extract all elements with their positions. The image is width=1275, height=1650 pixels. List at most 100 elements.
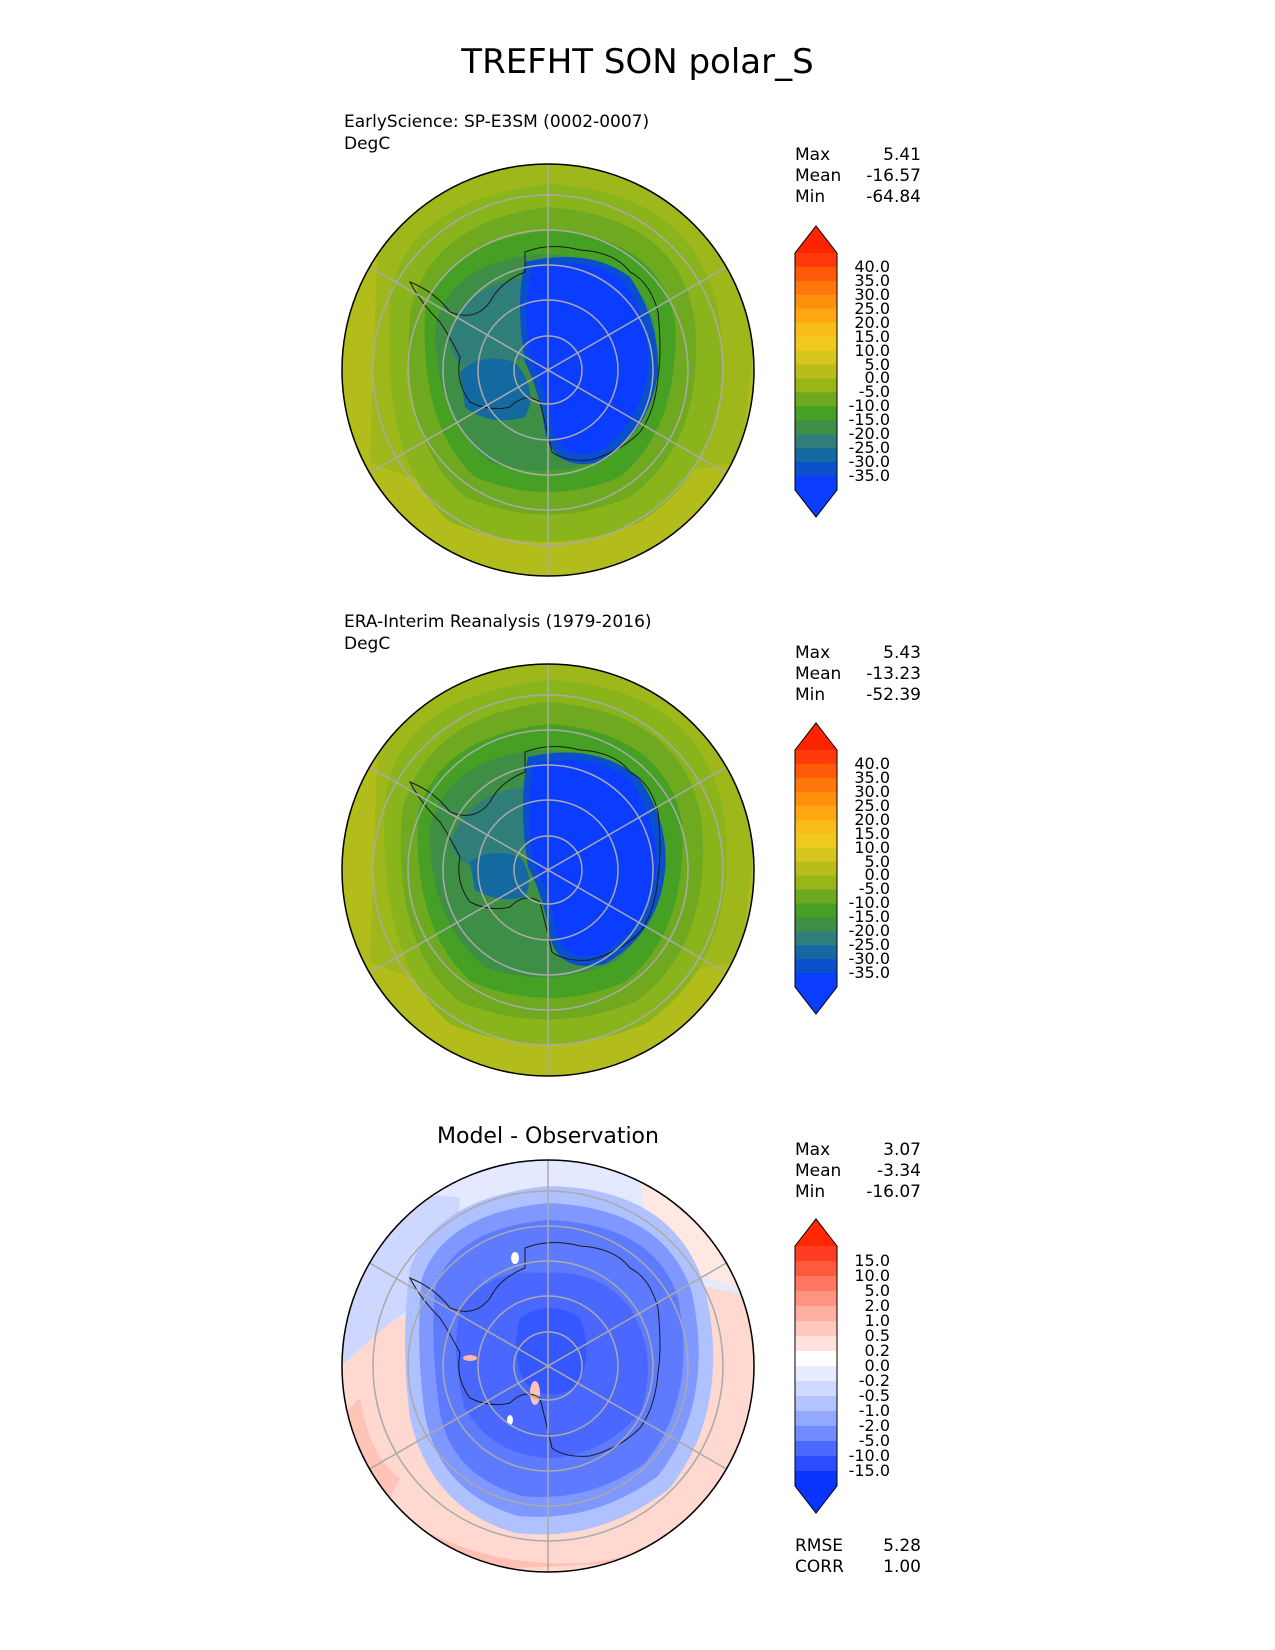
colorbar-segment <box>795 253 837 268</box>
colorbar-tick-label: 10.0 <box>854 837 890 857</box>
colorbar-segment <box>795 1321 837 1337</box>
colorbar-segment <box>795 392 837 407</box>
colorbar-segment <box>795 1246 837 1262</box>
colorbar-extend-top <box>795 723 837 750</box>
polar-map-difference <box>341 1159 755 1573</box>
stat-value: -16.07 <box>866 1182 921 1202</box>
colorbar-segment <box>795 462 837 477</box>
colorbar-tick-label: -0.2 <box>858 1371 890 1390</box>
stat-label: Mean <box>795 166 842 186</box>
stat-label: RMSE <box>795 1536 844 1556</box>
colorbar-tick-label: 30.0 <box>854 781 890 801</box>
stat-label: Max <box>795 643 831 663</box>
colorbar-segment <box>795 1336 837 1352</box>
colorbar-tick-label: 2.0 <box>864 1296 890 1315</box>
colorbar-tick-label: -1.0 <box>858 1401 890 1420</box>
colorbar-segment <box>795 280 837 296</box>
colorbar-tick-label: -35.0 <box>848 466 890 486</box>
colorbar-segment <box>795 791 837 807</box>
panel-units: DegC <box>344 134 391 154</box>
colorbar-segment <box>795 336 837 352</box>
colorbar-segment <box>795 448 837 463</box>
panel-title: EarlyScience: SP-E3SM (0002-0007) <box>344 112 650 132</box>
stat-label: CORR <box>795 1557 844 1577</box>
panel-title: Model - Observation <box>437 1124 659 1149</box>
colorbar-segment <box>795 434 837 449</box>
colorbar-segment <box>795 266 837 282</box>
colorbar-segment <box>795 294 837 310</box>
colorbar-segment <box>795 406 837 421</box>
colorbar-tick-label: -20.0 <box>848 424 890 444</box>
stat-value: 5.43 <box>883 643 921 663</box>
colorbar-tick-label: 10.0 <box>854 340 890 360</box>
stat-label: Min <box>795 187 826 207</box>
colorbar-tick-label: 0.0 <box>864 865 890 885</box>
colorbar-segment <box>795 847 837 863</box>
colorbar-tick-label: 35.0 <box>854 270 890 290</box>
colorbar-tick-label: 15.0 <box>854 1251 890 1270</box>
colorbar-tick-label: 35.0 <box>854 767 890 787</box>
colorbar-segment <box>795 945 837 960</box>
colorbar-segment <box>795 917 837 932</box>
colorbar-tick-label: -0.5 <box>858 1386 890 1405</box>
colorbar-segment <box>795 777 837 793</box>
colorbar-tick-label: -10.0 <box>848 1446 890 1465</box>
colorbar-extend-bottom <box>795 1486 837 1513</box>
colorbar-segment <box>795 1471 837 1487</box>
colorbar-extend-top <box>795 1219 837 1246</box>
colorbar-extend-bottom <box>795 987 837 1014</box>
colorbar <box>794 1218 838 1514</box>
stat-label: Max <box>795 1140 831 1160</box>
colorbar-segment <box>795 750 837 765</box>
colorbar-segment <box>795 805 837 821</box>
colorbar-tick-label: -35.0 <box>848 963 890 983</box>
colorbar-tick-label: -5.0 <box>858 1431 890 1450</box>
stat-value: -13.23 <box>866 664 921 684</box>
colorbar-segment <box>795 861 837 877</box>
colorbar-tick-label: -30.0 <box>848 949 890 969</box>
colorbar-segment <box>795 1381 837 1397</box>
colorbar-tick-label: 5.0 <box>864 851 890 871</box>
colorbar-segment <box>795 931 837 946</box>
colorbar <box>794 225 838 518</box>
colorbar-tick-label: 5.0 <box>864 354 890 374</box>
colorbar-tick-label: 0.0 <box>864 1356 890 1375</box>
stat-label: Min <box>795 685 826 705</box>
colorbar-segment <box>795 1456 837 1472</box>
colorbar-segment <box>795 1261 837 1277</box>
colorbar-segment <box>795 1306 837 1322</box>
colorbar-tick-label: 20.0 <box>854 809 890 829</box>
stats-block: Max 5.41 Mean -16.57 Min -64.84 <box>795 145 921 208</box>
colorbar-segment <box>795 973 837 988</box>
panel-units: DegC <box>344 634 391 654</box>
stat-value: 5.41 <box>883 145 921 165</box>
colorbar-tick-label: -10.0 <box>848 893 890 913</box>
stat-label: Max <box>795 145 831 165</box>
stat-label: Min <box>795 1182 826 1202</box>
colorbar-tick-label: 0.2 <box>864 1341 890 1360</box>
colorbar-segment <box>795 819 837 835</box>
colorbar <box>794 722 838 1015</box>
polar-map-observation <box>341 663 755 1077</box>
colorbar-segment <box>795 322 837 338</box>
colorbar-segment <box>795 1441 837 1457</box>
colorbar-segment <box>795 959 837 974</box>
colorbar-segment <box>795 308 837 324</box>
colorbar-segment <box>795 378 837 394</box>
colorbar-extend-bottom <box>795 490 837 517</box>
colorbar-tick-label: 30.0 <box>854 284 890 304</box>
colorbar-tick-label: 40.0 <box>854 256 890 276</box>
colorbar-segment <box>795 350 837 366</box>
colorbar-segment <box>795 903 837 918</box>
colorbar-tick-label: -15.0 <box>848 410 890 430</box>
colorbar-tick-label: 1.0 <box>864 1311 890 1330</box>
colorbar-tick-label: 0.0 <box>864 368 890 388</box>
stat-value: -52.39 <box>866 685 921 705</box>
colorbar-segment <box>795 1411 837 1427</box>
colorbar-tick-label: -5.0 <box>858 382 890 402</box>
colorbar-tick-label: 20.0 <box>854 312 890 332</box>
colorbar-segment <box>795 1396 837 1412</box>
colorbar-tick-label: -10.0 <box>848 396 890 416</box>
colorbar-extend-top <box>795 226 837 253</box>
stat-value: 1.00 <box>883 1557 921 1577</box>
